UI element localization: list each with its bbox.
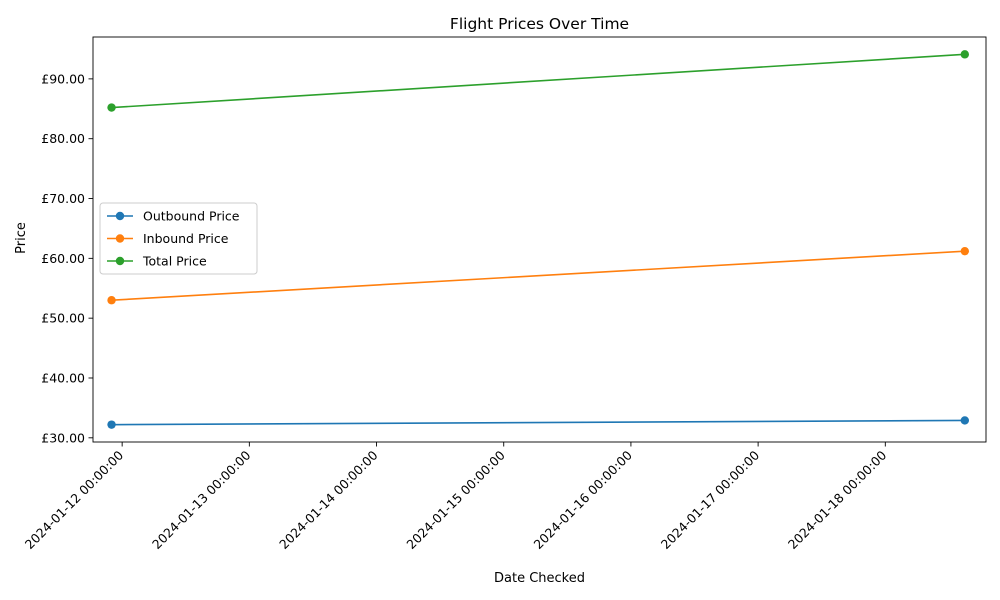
y-tick-label: £90.00 [41, 71, 85, 86]
legend-label: Total Price [142, 254, 207, 269]
data-point [107, 420, 116, 429]
x-tick-label: 2024-01-14 00:00:00 [276, 447, 381, 552]
data-point [107, 296, 116, 305]
legend-marker [115, 234, 125, 243]
y-axis-label: Price [14, 222, 29, 254]
y-tick-label: £40.00 [41, 370, 85, 385]
legend-label: Outbound Price [143, 209, 240, 224]
legend-marker [115, 256, 125, 266]
y-tick-label: £50.00 [41, 311, 85, 326]
chart-title: Flight Prices Over Time [450, 15, 629, 33]
y-tick-label: £80.00 [41, 131, 85, 146]
x-tick-label: 2024-01-17 00:00:00 [658, 447, 763, 552]
series-line-2 [111, 53, 965, 109]
plot-area [92, 36, 987, 443]
data-point [960, 416, 970, 425]
x-tick-label: 2024-01-16 00:00:00 [531, 447, 636, 552]
x-tick-label: 2024-01-15 00:00:00 [403, 447, 508, 552]
y-axis: £30.00 £40.00 £50.00 £60.00 £70.00 £80.00 £90.… [41, 71, 93, 445]
series-layer [107, 50, 970, 429]
series-line-1 [111, 250, 965, 302]
legend-box [99, 202, 258, 275]
y-tick-label: £60.00 [41, 251, 85, 266]
data-point [107, 103, 116, 112]
y-tick-label: £30.00 [41, 430, 85, 445]
data-point [960, 50, 970, 59]
legend-label: Inbound Price [143, 231, 229, 246]
y-tick-label: £70.00 [41, 191, 85, 206]
legend: Outbound Price Inbound Price Total Price [99, 202, 258, 275]
legend-marker [115, 211, 125, 221]
x-tick-label: 2024-01-18 00:00:00 [785, 447, 890, 552]
x-tick-label: 2024-01-13 00:00:00 [149, 447, 254, 552]
plot-frame [92, 36, 987, 443]
data-point [960, 246, 970, 256]
x-tick-label: 2024-01-12 00:00:00 [22, 447, 127, 552]
series-line-0 [111, 419, 965, 426]
x-axis-label: Date Checked [494, 571, 585, 586]
x-axis: 2024-01-12 00:00:00 2024-01-13 00:00:00 20… [22, 442, 890, 552]
